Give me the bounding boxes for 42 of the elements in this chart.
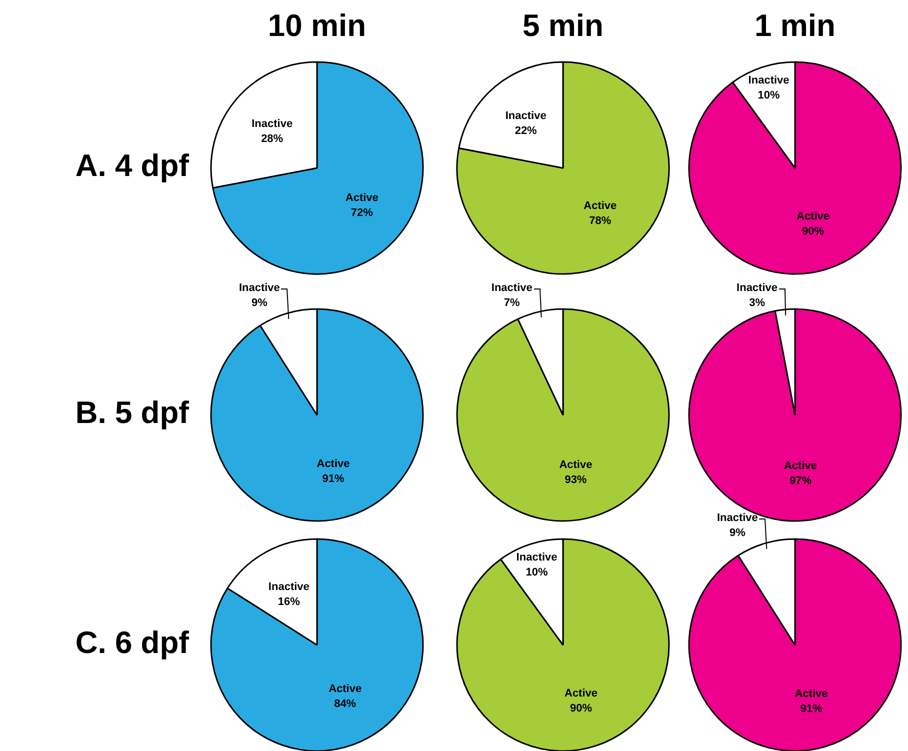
slice-label: Active bbox=[794, 688, 828, 700]
data-label: 90% bbox=[802, 225, 824, 238]
data-label: 28% bbox=[261, 132, 284, 145]
data-label: 10% bbox=[758, 89, 780, 102]
slice-label: Inactive bbox=[516, 551, 558, 564]
data-label: 84% bbox=[334, 698, 356, 710]
slice-label: Inactive bbox=[252, 118, 293, 130]
slice-label: Inactive bbox=[716, 512, 758, 524]
data-label: 91% bbox=[322, 473, 344, 486]
slice-label: Inactive bbox=[238, 282, 280, 294]
data-label: 9% bbox=[729, 527, 746, 540]
slice-label: Active bbox=[316, 458, 350, 470]
slice-label: Active bbox=[345, 192, 378, 204]
slice-label: Active bbox=[328, 683, 362, 696]
data-label: 16% bbox=[278, 596, 300, 608]
data-label: 9% bbox=[251, 297, 268, 310]
slice-label: Inactive bbox=[736, 282, 778, 294]
chart-title: 5 min bbox=[522, 8, 604, 44]
data-label: 90% bbox=[570, 702, 592, 714]
data-label: 22% bbox=[514, 125, 538, 138]
data-label: 97% bbox=[789, 475, 812, 488]
slice-label: Active bbox=[584, 200, 617, 212]
slice-label: Inactive bbox=[748, 74, 790, 86]
slice-label: Inactive bbox=[491, 282, 532, 294]
slice-label: Active bbox=[784, 460, 817, 472]
data-label: 10% bbox=[526, 566, 548, 578]
data-label: 72% bbox=[350, 207, 374, 220]
data-label: 91% bbox=[800, 703, 822, 716]
data-label: 93% bbox=[564, 474, 587, 486]
slice-label: Active bbox=[796, 210, 830, 222]
slice-label: Active bbox=[559, 458, 592, 471]
chart-title: 1 min bbox=[754, 8, 836, 44]
slice-label: Inactive bbox=[505, 110, 546, 122]
text: B. 5 dpf bbox=[75, 395, 189, 431]
text: C. 6 dpf bbox=[75, 625, 189, 661]
data-label: 78% bbox=[589, 214, 612, 227]
chart-title: 10 min bbox=[266, 8, 368, 44]
slice-label: Active bbox=[564, 687, 598, 700]
data-label: 7% bbox=[504, 297, 520, 310]
slice-label: Inactive bbox=[268, 580, 310, 593]
data-label: 3% bbox=[749, 297, 766, 310]
text: A. 4 dpf bbox=[75, 148, 189, 184]
